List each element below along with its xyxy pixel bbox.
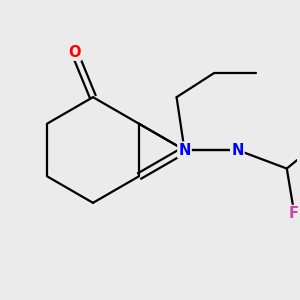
Text: O: O	[68, 45, 81, 60]
Text: N: N	[231, 142, 244, 158]
Text: N: N	[178, 142, 191, 158]
Text: F: F	[289, 206, 298, 221]
